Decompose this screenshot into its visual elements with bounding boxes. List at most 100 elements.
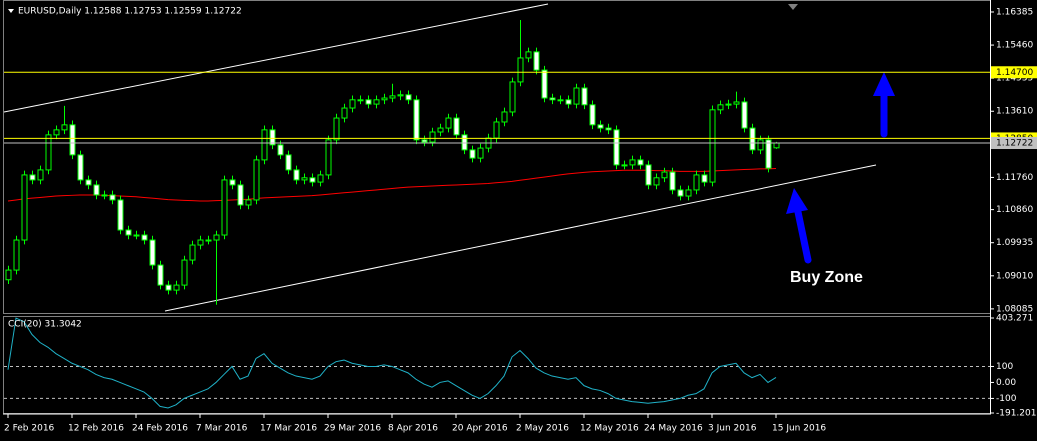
cci-line [7,317,777,409]
candle-body [637,159,644,166]
y-tick-label: 1.08085 [996,304,1033,314]
moving-average [7,167,777,202]
y-tick-label: 403.271 [996,314,1033,324]
candle-body [461,134,468,151]
cci-title: CCI(20) 31.3042 [8,320,82,330]
candle-body [509,81,516,113]
y-tick-label: 1.15460 [996,41,1033,51]
candle-body [621,164,628,167]
x-tick-label: 2 Feb 2016 [4,424,55,434]
candle-body [525,51,532,59]
candle-body [501,111,508,123]
candle-body [741,101,748,129]
candle-body [101,194,108,197]
candle-body [325,139,332,176]
x-tick-label: 20 Apr 2016 [452,424,508,434]
candle-body [565,99,572,105]
candle-body [421,139,428,143]
level-label-box [991,137,1037,150]
candle-body [5,269,12,281]
candle-body [429,131,436,143]
candle-body [765,139,772,169]
x-tick-label: 24 Feb 2016 [132,424,188,434]
candle-body [165,284,172,291]
candle-body [341,107,348,119]
candle-body [453,117,460,136]
candle-body [357,99,364,102]
menu-triangle [8,9,14,13]
candle-body [53,129,60,136]
candle-body [205,239,212,242]
annotation: Buy Zone [790,269,863,286]
x-tick-label: 24 May 2016 [644,424,703,434]
y-tick-label: 1.13610 [996,107,1033,117]
candle-body [253,159,260,201]
x-tick-label: 17 Mar 2016 [260,424,317,434]
candle-body [549,97,556,101]
candle-body [469,149,476,159]
candle-body [261,129,268,161]
candle-body [317,174,324,183]
candle-body [413,99,420,141]
candle-body [533,51,540,71]
candle-body [773,142,780,149]
candle-body [149,239,156,266]
candle-body [229,179,236,186]
candle-body [701,174,708,183]
chart-title: EURUSD,Daily 1.12588 1.12753 1.12559 1.1… [18,7,242,17]
candle-body [517,57,524,83]
candle-body [661,171,668,179]
candle-body [629,159,636,166]
candle-body [173,284,180,291]
x-tick-label: 29 Mar 2016 [324,424,381,434]
candle-body [285,154,292,171]
candle-body [597,124,604,129]
candle-body [269,129,276,146]
candle-body [221,179,228,236]
candle-body [645,164,652,186]
x-tick-label: 8 Apr 2016 [388,424,438,434]
candle-body [437,127,444,133]
candle-body [581,87,588,106]
x-tick-label: 3 Jun 2016 [708,424,757,434]
candle-body [45,134,52,171]
x-tick-label: 12 Feb 2016 [68,424,124,434]
y-tick-label: 1.09935 [996,238,1033,248]
candle-body [37,169,44,181]
candle-body [445,117,452,129]
arrow-up [873,72,895,138]
candle-body [669,171,676,191]
candle-body [21,174,28,241]
candle-body [725,103,732,106]
candle-body [117,199,124,231]
candle-body [613,129,620,166]
y-tick-label: 100 [996,362,1013,372]
candle-body [157,264,164,286]
price-panel-border [3,0,991,314]
cci-panel-border [3,316,991,414]
y-tick-label: 1.14535 [996,74,1033,84]
candle-body [277,144,284,156]
candle-body [29,174,36,181]
candle-body [69,124,76,156]
x-tick-label: 12 May 2016 [580,424,639,434]
candle-body [381,97,388,101]
candle-body [733,101,740,105]
candle-body [197,239,204,246]
candle-body [757,139,764,151]
x-tick-label: 7 Mar 2016 [196,424,248,434]
candle-body [605,127,612,131]
candle-body [309,177,316,183]
x-tick-label: 2 May 2016 [516,424,569,434]
arrow-buy [786,188,812,264]
candle-body [245,199,252,206]
candle-body [717,104,724,111]
candle-body [365,99,372,105]
candle-body [13,239,20,271]
x-tick-label: 15 Jun 2016 [772,424,826,434]
candle-body [333,117,340,141]
upper-trendline [3,3,549,113]
candle-body [141,234,148,241]
y-tick-label: 1.10860 [996,205,1033,215]
